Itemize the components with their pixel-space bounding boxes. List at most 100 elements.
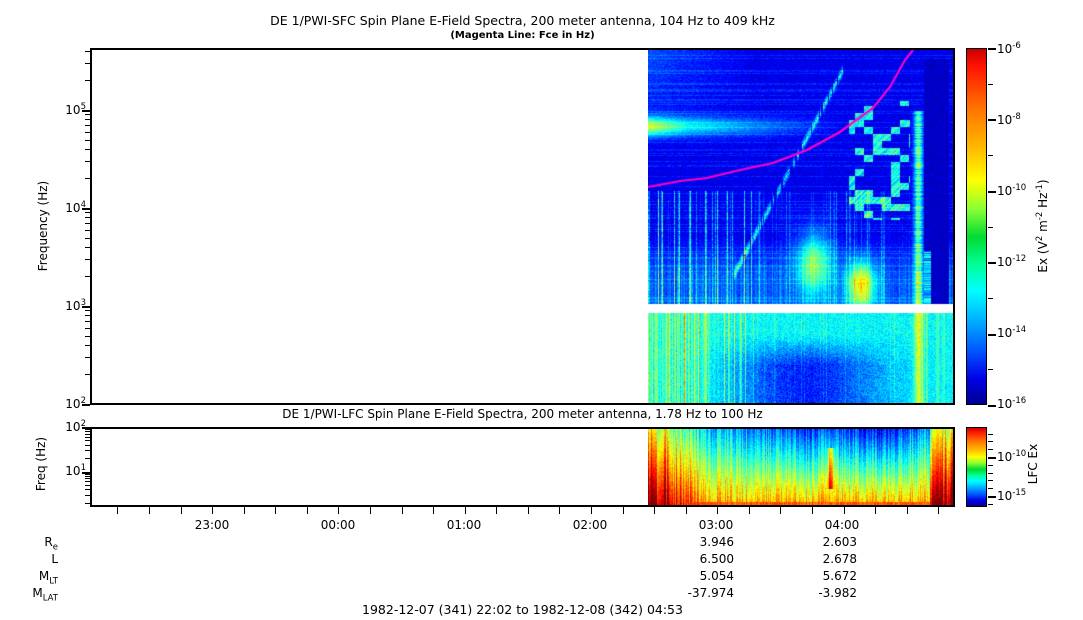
axis-tick	[938, 507, 939, 514]
axis-tick	[85, 458, 90, 459]
axis-tick	[988, 457, 996, 459]
axis-tick	[82, 110, 90, 112]
axis-tick	[988, 480, 993, 481]
ephemeris-label-re: Re	[44, 535, 58, 553]
axis-tick	[85, 132, 90, 133]
x-tick-label: 01:00	[446, 518, 482, 532]
axis-tick	[988, 369, 993, 370]
axis-tick	[988, 473, 993, 474]
axis-tick	[85, 247, 90, 248]
axis-tick	[559, 507, 560, 514]
axis-tick	[988, 334, 996, 336]
axis-tick	[85, 440, 90, 441]
axis-tick	[623, 507, 624, 514]
ephemeris-value: 5.054	[699, 569, 734, 583]
axis-tick	[82, 472, 90, 474]
axis-tick	[988, 434, 993, 435]
axis-tick	[780, 507, 781, 514]
axis-tick	[988, 84, 993, 85]
axis-tick	[654, 507, 655, 514]
axis-tick	[85, 481, 90, 482]
axis-tick	[370, 507, 371, 514]
axis-tick	[85, 114, 90, 115]
axis-tick	[85, 476, 90, 477]
ephemeris-value: -37.974	[687, 586, 734, 600]
axis-tick	[85, 503, 90, 504]
axis-tick	[85, 437, 90, 438]
axis-tick	[85, 149, 90, 150]
axis-tick	[875, 507, 876, 514]
axis-tick	[988, 496, 996, 498]
axis-tick	[85, 345, 90, 346]
ephemeris-value: 6.500	[699, 552, 734, 566]
axis-tick	[82, 427, 90, 429]
lfc-panel	[90, 427, 955, 507]
axis-tick	[85, 474, 90, 475]
axis-tick	[988, 191, 996, 193]
axis-tick	[988, 504, 993, 505]
ephemeris-value: -3.982	[818, 586, 857, 600]
axis-tick	[433, 507, 434, 514]
axis-tick	[988, 48, 996, 50]
axis-tick	[749, 507, 750, 514]
axis-tick	[85, 276, 90, 277]
axis-tick	[686, 507, 687, 514]
ephemeris-label-mlat: MLAT	[32, 586, 58, 604]
axis-tick	[85, 321, 90, 322]
lfc-cbar-tick-label: 10-15	[997, 488, 1027, 503]
lfc-cbar-label: LFC Ex	[1026, 443, 1040, 485]
sfc-ytick-label: 105	[65, 102, 86, 117]
axis-tick	[85, 63, 90, 64]
axis-tick	[85, 238, 90, 239]
sfc-yaxis-label: Frequency (Hz)	[36, 180, 50, 272]
axis-tick	[85, 161, 90, 162]
axis-tick	[496, 507, 497, 514]
axis-tick	[988, 155, 993, 156]
sfc-cbar-tick-label: 10-12	[997, 254, 1027, 269]
axis-tick	[85, 489, 90, 490]
lfc-ytick-label: 101	[65, 463, 86, 478]
axis-tick	[85, 259, 90, 260]
axis-tick	[717, 507, 718, 514]
axis-tick	[244, 507, 245, 514]
axis-tick	[85, 431, 90, 432]
sfc-spectrogram-canvas	[648, 50, 953, 403]
axis-tick	[85, 51, 90, 52]
ephemeris-value: 3.946	[699, 535, 734, 549]
axis-tick	[85, 429, 90, 430]
sfc-subtitle: (Magenta Line: Fce in Hz)	[450, 30, 595, 41]
axis-tick	[307, 507, 308, 514]
sfc-title: DE 1/PWI-SFC Spin Plane E-Field Spectra,…	[270, 13, 775, 28]
axis-tick	[85, 212, 90, 213]
axis-tick	[82, 306, 90, 308]
axis-tick	[85, 80, 90, 81]
axis-tick	[85, 140, 90, 141]
axis-tick	[591, 507, 592, 514]
ephemeris-label-l: L	[51, 552, 58, 566]
axis-tick	[844, 507, 845, 514]
axis-tick	[402, 507, 403, 514]
lfc-colorbar	[966, 427, 987, 507]
axis-tick	[988, 465, 993, 466]
axis-tick	[149, 507, 150, 514]
axis-tick	[82, 404, 90, 406]
x-tick-label: 03:00	[698, 518, 734, 532]
axis-tick	[85, 495, 90, 496]
lfc-cbar-tick-label: 10-10	[997, 449, 1027, 464]
ephemeris-value: 5.672	[822, 569, 857, 583]
axis-tick	[812, 507, 813, 514]
axis-tick	[988, 441, 993, 442]
ephemeris-label-mlt: MLT	[38, 569, 58, 587]
axis-tick	[988, 405, 996, 407]
axis-tick	[117, 507, 118, 514]
sfc-cbar-label: Ex (V2 m-2 Hz-1)	[1035, 179, 1050, 273]
axis-tick	[85, 230, 90, 231]
axis-tick	[181, 507, 182, 514]
lfc-ytick-label: 102	[65, 419, 86, 434]
axis-tick	[212, 507, 213, 514]
sfc-colorbar	[966, 48, 987, 405]
x-tick-label: 00:00	[320, 518, 356, 532]
axis-tick	[85, 450, 90, 451]
x-tick-label: 04:00	[824, 518, 860, 532]
